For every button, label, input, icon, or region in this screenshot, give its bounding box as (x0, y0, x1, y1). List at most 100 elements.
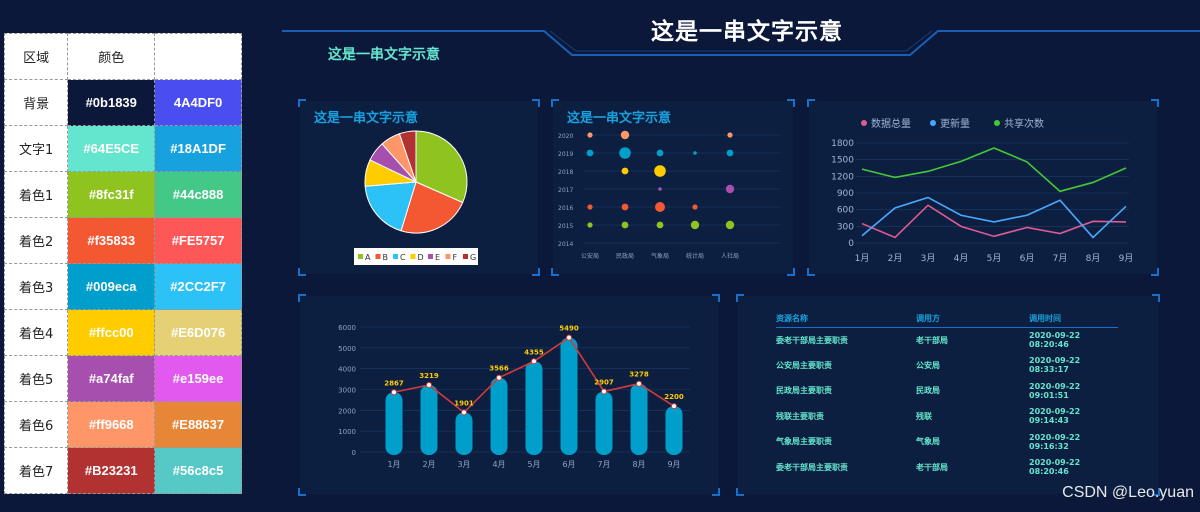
pie-legend-label: D (418, 253, 424, 262)
table-row: 委老干部局主要职责 老干部局 2020-09-22 08:20:46 (776, 327, 1118, 353)
bubble (690, 220, 700, 230)
palette-row: 背景 #0b1839 4A4DF0 (3, 79, 242, 126)
cell-caller: 残联 (916, 411, 932, 421)
palette-swatch-secondary: #2CC2F7 (154, 263, 242, 310)
bubble-panel: 这是一串文字示意 2014 2015 2016 2017 2018 2019 2020 公安局… (551, 99, 795, 276)
trend-point (426, 381, 432, 388)
cell-caller: 民政局 (916, 386, 940, 396)
header-call-time: 调用时间 (1029, 310, 1118, 328)
x-tick-label: 9月 (1119, 253, 1134, 264)
legend-marker (463, 254, 468, 259)
y-tick-label: 2019 (558, 151, 573, 158)
bubble (658, 187, 662, 191)
header-frame (282, 30, 1200, 56)
bubble-chart: 2014 2015 2016 2017 2018 2019 2020 公安局 民政局 气象局 统计局… (558, 130, 781, 260)
palette-row: 着色5 #a74faf #e159ee (3, 355, 242, 402)
bubble (621, 167, 629, 175)
pie-slice (398, 130, 417, 183)
y-tick-label: 4000 (338, 366, 356, 374)
cell-resource-name: 委老干部局主要职责 (776, 335, 848, 345)
pie-legend-label: C (400, 253, 406, 262)
x-tick-label: 6月 (1020, 253, 1035, 264)
cell-caller: 气象局 (916, 437, 940, 447)
trend-point (601, 388, 607, 395)
palette-row: 文字1 #64E5CE #18A1DF (3, 125, 242, 172)
palette-row: 着色2 #f35833 #FE5757 (3, 217, 242, 264)
y-tick-label: 2014 (558, 241, 573, 248)
y-tick-label: 5000 (338, 345, 356, 353)
bubble (619, 147, 631, 159)
bar (490, 377, 508, 455)
cell-resource-name: 公安局主要职责 (776, 360, 832, 370)
palette-region-label: 背景 (3, 79, 69, 126)
palette-region-label: 着色4 (3, 309, 69, 356)
palette-swatch-primary: #8fc31f (67, 171, 156, 218)
x-tick-label: 1月 (387, 460, 400, 469)
bubble (621, 221, 629, 229)
x-tick-label: 人社局 (721, 252, 739, 260)
x-tick-label: 3月 (457, 460, 470, 469)
series-line (861, 147, 1127, 193)
y-tick-label: 1500 (831, 156, 854, 166)
x-tick-label: 统计局 (686, 252, 704, 260)
legend-marker (393, 254, 398, 259)
x-tick-label: 7月 (597, 460, 610, 469)
cell-resource-name: 气象局主要职责 (776, 437, 832, 447)
data-label: 3278 (629, 371, 649, 379)
bubble (693, 151, 697, 155)
y-tick-label: 300 (837, 222, 854, 232)
table-panel: 资源名称 调用方 调用时间 委老干部局主要职责 老干部局 2020-09-22 08… (736, 294, 1160, 496)
data-label: 4355 (524, 348, 544, 356)
trend-point (391, 389, 397, 396)
y-tick-label: 900 (837, 189, 854, 199)
legend-marker (428, 254, 433, 259)
trend-point (566, 334, 572, 341)
data-label: 2867 (384, 379, 404, 387)
palette-region-label: 着色3 (3, 263, 69, 310)
bar (525, 361, 543, 455)
palette-swatch-primary: #ffcc00 (67, 309, 156, 356)
palette-swatch-primary: #B23231 (67, 447, 156, 494)
series-line (861, 196, 1127, 239)
legend-label: 共享次数 (1004, 117, 1044, 130)
bubble (587, 222, 593, 228)
cell-resource-name: 民政局主要职责 (776, 386, 832, 396)
bubble (656, 221, 664, 229)
pie-legend-label: F (453, 253, 458, 262)
palette-row: 着色3 #009eca #2CC2F7 (3, 263, 242, 310)
bubble (655, 202, 665, 212)
pie-title: 这是一串文字示意 (314, 111, 419, 126)
line-panel: 0 300 600 900 1200 1500 1800 1月 2月 3月 4月 5月 6月 7月 8月 9月… (807, 99, 1159, 276)
trend-point (636, 380, 642, 387)
y-tick-label: 2000 (338, 407, 356, 415)
y-tick-label: 2015 (558, 223, 573, 230)
bubble (725, 220, 735, 230)
pie-legend-box (354, 248, 478, 265)
cell-call-time: 2020-09-22 09:01:51 (1029, 381, 1081, 400)
legend-label: 数据总量 (871, 117, 911, 130)
resource-table: 资源名称 调用方 调用时间 委老干部局主要职责 老干部局 2020-09-22 08… (776, 310, 1118, 480)
cell-call-time: 2020-09-22 08:20:46 (1029, 331, 1081, 349)
y-tick-label: 1000 (338, 428, 356, 436)
x-tick-label: 3月 (921, 253, 936, 264)
table-row: 委老干部局主要职责 老干部局 2020-09-22 08:20:46 (776, 455, 1118, 481)
pie-legend-label: E (435, 253, 440, 262)
pie-slice (400, 181, 464, 234)
palette-region-label: 着色6 (3, 401, 69, 448)
y-tick-label: 2018 (558, 169, 573, 176)
bubble (620, 130, 630, 140)
trend-point (671, 403, 677, 410)
bar-panel: 0 1000 2000 3000 4000 5000 6000 1月 2月 3月 4月 5月 6月 7月 8… (298, 294, 720, 496)
palette-swatch-primary: #0b1839 (67, 79, 156, 126)
x-tick-label: 民政局 (616, 252, 634, 260)
pie-slice (415, 130, 468, 204)
palette-region-label: 着色7 (3, 447, 69, 494)
legend-label: 更新量 (940, 117, 970, 130)
bubble (692, 204, 698, 210)
pie-legend-label: G (470, 253, 476, 262)
cell-call-time: 2020-09-22 09:14:43 (1029, 407, 1081, 426)
color-palette-table: 区域 颜色 背景 #0b1839 4A4DF0 文字1 #64E5CE #18A1DF 着色… (3, 33, 242, 494)
y-tick-label: 2017 (558, 187, 573, 194)
y-tick-label: 600 (837, 206, 854, 216)
data-label: 1901 (454, 399, 474, 407)
